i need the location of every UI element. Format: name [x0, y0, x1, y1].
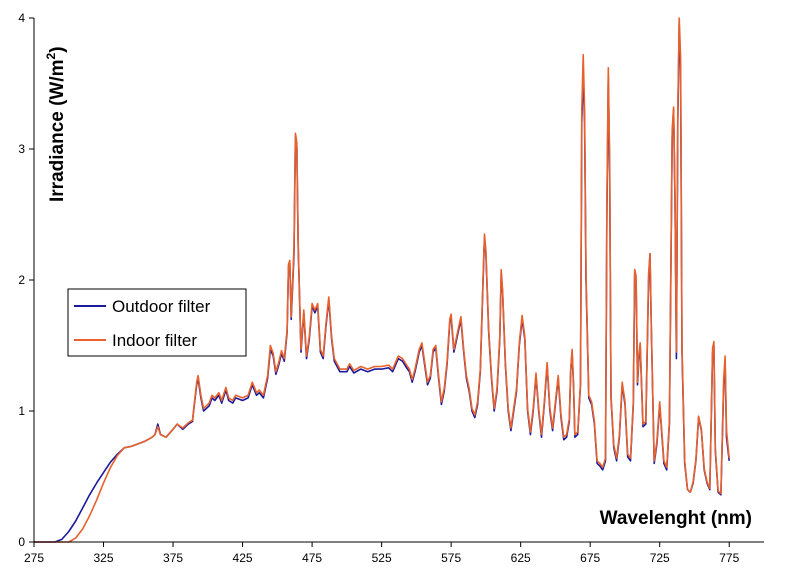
x-tick-label: 325 — [94, 551, 114, 565]
y-axis-title-sup: 2 — [44, 52, 58, 59]
legend-box — [67, 288, 247, 357]
y-tick-label: 1 — [18, 404, 25, 418]
legend: Outdoor filter Indoor filter — [67, 288, 247, 357]
y-tick-label: 3 — [18, 142, 25, 156]
y-axis-title: Irradiance (W/m2) — [44, 46, 68, 202]
x-tick-label: 575 — [441, 551, 461, 565]
y-tick-label: 2 — [18, 273, 25, 287]
series-layer — [34, 17, 730, 543]
legend-label-outdoor: Outdoor filter — [112, 297, 211, 316]
x-tick-label: 625 — [511, 551, 531, 565]
svg-text:Irradiance (W/m2): Irradiance (W/m2) — [44, 46, 68, 202]
x-tick-label: 425 — [233, 551, 253, 565]
y-axis-title-main: Irradiance (W/m — [47, 59, 68, 202]
x-tick-label: 675 — [580, 551, 600, 565]
plot-area — [34, 18, 764, 542]
y-tick-label: 4 — [18, 11, 25, 25]
x-tick-label: 725 — [650, 551, 670, 565]
x-tick-label: 775 — [719, 551, 739, 565]
series-line-indoor — [34, 17, 730, 543]
x-tick-label: 275 — [24, 551, 44, 565]
y-tick-label: 0 — [18, 535, 25, 549]
x-tick-label: 475 — [302, 551, 322, 565]
legend-label-indoor: Indoor filter — [112, 331, 197, 350]
y-axis-title-close: ) — [47, 46, 68, 52]
y-ticks: 0 1 2 3 4 — [18, 11, 34, 549]
x-tick-label: 375 — [163, 551, 183, 565]
x-ticks: 275 325 375 425 475 525 575 625 675 725 775 — [24, 542, 740, 565]
x-axis-title: Wavelenght (nm) — [600, 508, 752, 529]
x-tick-label: 525 — [372, 551, 392, 565]
